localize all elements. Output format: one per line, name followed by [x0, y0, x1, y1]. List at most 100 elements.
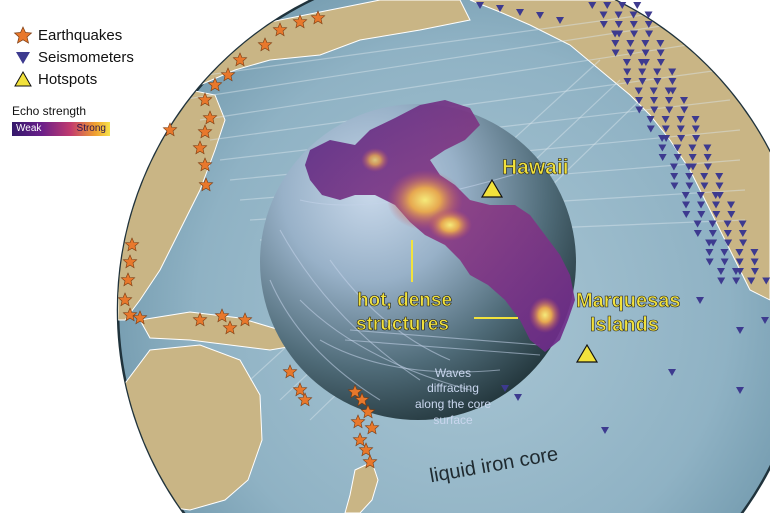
- seismometer-marker: [705, 258, 714, 266]
- seismometer-marker: [761, 317, 769, 324]
- seismometer-marker: [747, 277, 756, 285]
- seismometer-marker: [708, 230, 717, 237]
- seismometer-marker: [556, 17, 564, 24]
- earthquake-marker: [198, 177, 214, 192]
- seismometer-marker: [732, 277, 741, 285]
- earthquake-marker: [232, 52, 248, 67]
- seismometer-marker: [685, 173, 694, 180]
- seismometer-marker: [708, 220, 717, 228]
- seismometer-marker: [688, 144, 697, 152]
- seismometer-marker: [646, 125, 655, 133]
- legend-item-hotspots: Hotspots: [12, 68, 134, 90]
- earthquake-marker: [362, 454, 378, 469]
- seismometer-marker: [614, 11, 623, 19]
- seismometer-marker: [634, 87, 643, 95]
- seismometer-marker: [536, 12, 544, 19]
- earthquake-marker: [192, 312, 208, 327]
- seismometer-marker: [668, 78, 677, 85]
- seismometer-markers: [476, 2, 770, 434]
- seismometer-marker: [697, 211, 706, 218]
- legend-label-earthquakes: Earthquakes: [38, 26, 123, 44]
- seismometer-marker: [712, 201, 721, 209]
- earthquake-marker: [257, 37, 273, 52]
- seismometer-marker: [658, 144, 667, 152]
- earthquake-marker: [124, 237, 140, 252]
- triangle-up-icon: [14, 70, 32, 87]
- earthquake-marker: [297, 392, 313, 407]
- seismometer-marker: [665, 97, 673, 104]
- earthquake-marker: [360, 404, 376, 419]
- seismometer-marker: [653, 68, 662, 76]
- earthquake-marker: [214, 308, 230, 323]
- seismometer-marker: [735, 268, 744, 275]
- seismometer-marker: [750, 249, 759, 256]
- earthquake-marker: [364, 420, 380, 435]
- seismometer-marker: [588, 2, 597, 9]
- seismometer-marker: [641, 59, 650, 66]
- seismometer-marker: [670, 173, 679, 180]
- seismometer-marker: [646, 116, 655, 123]
- seismometer-marker: [661, 116, 670, 123]
- seismometer-marker: [693, 230, 702, 237]
- earthquake-marker: [282, 364, 298, 379]
- seismometer-marker: [668, 68, 677, 76]
- seismometer-marker: [727, 211, 736, 218]
- seismometer-marker: [676, 116, 685, 123]
- earthquake-marker: [292, 382, 308, 397]
- seismometer-marker: [696, 297, 704, 304]
- seismometer-marker: [656, 49, 665, 57]
- marquesas-label-line1: Marquesas: [576, 290, 681, 312]
- seismometer-marker: [735, 258, 744, 266]
- legend-label-hotspots: Hotspots: [38, 70, 98, 88]
- seismometer-marker: [622, 59, 631, 66]
- earthquake-marker: [222, 320, 238, 335]
- seismometer-marker: [626, 49, 635, 57]
- seismometer-marker: [614, 21, 623, 28]
- legend-label-seismometers: Seismometers: [38, 48, 134, 66]
- seismometer-marker: [633, 2, 642, 9]
- seismometer-marker: [599, 21, 608, 28]
- new-guinea-landmass: [139, 311, 302, 351]
- seismometer-marker: [723, 220, 732, 228]
- seismometer-marker: [673, 154, 682, 161]
- seismometer-marker: [703, 144, 712, 152]
- seismometer-marker: [603, 2, 612, 9]
- seismometer-marker: [712, 211, 721, 218]
- earthquake-marker: [358, 442, 374, 457]
- seismometer-marker: [750, 258, 759, 266]
- echo-strong-label: Strong: [76, 123, 106, 134]
- seismometer-marker: [724, 239, 733, 247]
- seismometer-marker: [677, 135, 686, 142]
- seismometer-marker: [688, 154, 697, 161]
- seismometer-marker: [680, 97, 688, 104]
- seismometer-marker: [635, 97, 643, 104]
- earthquake-marker: [120, 272, 136, 287]
- seismometer-marker: [717, 277, 726, 285]
- seismometer-marker: [641, 40, 650, 47]
- seismometer-marker: [716, 268, 725, 275]
- seismometer-marker: [623, 78, 632, 85]
- echo-strength-title: Echo strength: [12, 104, 87, 118]
- seismometer-marker: [601, 427, 609, 434]
- star-icon: [13, 26, 33, 44]
- seismometer-marker: [738, 220, 747, 228]
- marquesas-hotspot-marker: [575, 343, 599, 363]
- seismometer-marker: [650, 106, 659, 114]
- waves-label-line1: Waves: [435, 366, 471, 380]
- seismometer-marker: [681, 192, 690, 199]
- seismometer-marker: [736, 387, 744, 394]
- waves-label-line2: diffracting: [427, 381, 479, 395]
- seismometer-marker: [645, 30, 654, 38]
- seismometer-marker: [720, 258, 729, 266]
- earthquake-marker: [347, 384, 363, 399]
- structures-label-line2: structures: [356, 314, 449, 335]
- earthquake-marker: [207, 77, 223, 92]
- legend-item-seismometers: Seismometers: [12, 46, 134, 68]
- seismometer-marker: [673, 144, 682, 152]
- earthquake-marker: [237, 312, 253, 327]
- seismometer-marker: [700, 182, 709, 190]
- seismometer-marker: [688, 163, 697, 171]
- seismometer-marker: [650, 97, 658, 104]
- seismometer-marker: [615, 30, 624, 38]
